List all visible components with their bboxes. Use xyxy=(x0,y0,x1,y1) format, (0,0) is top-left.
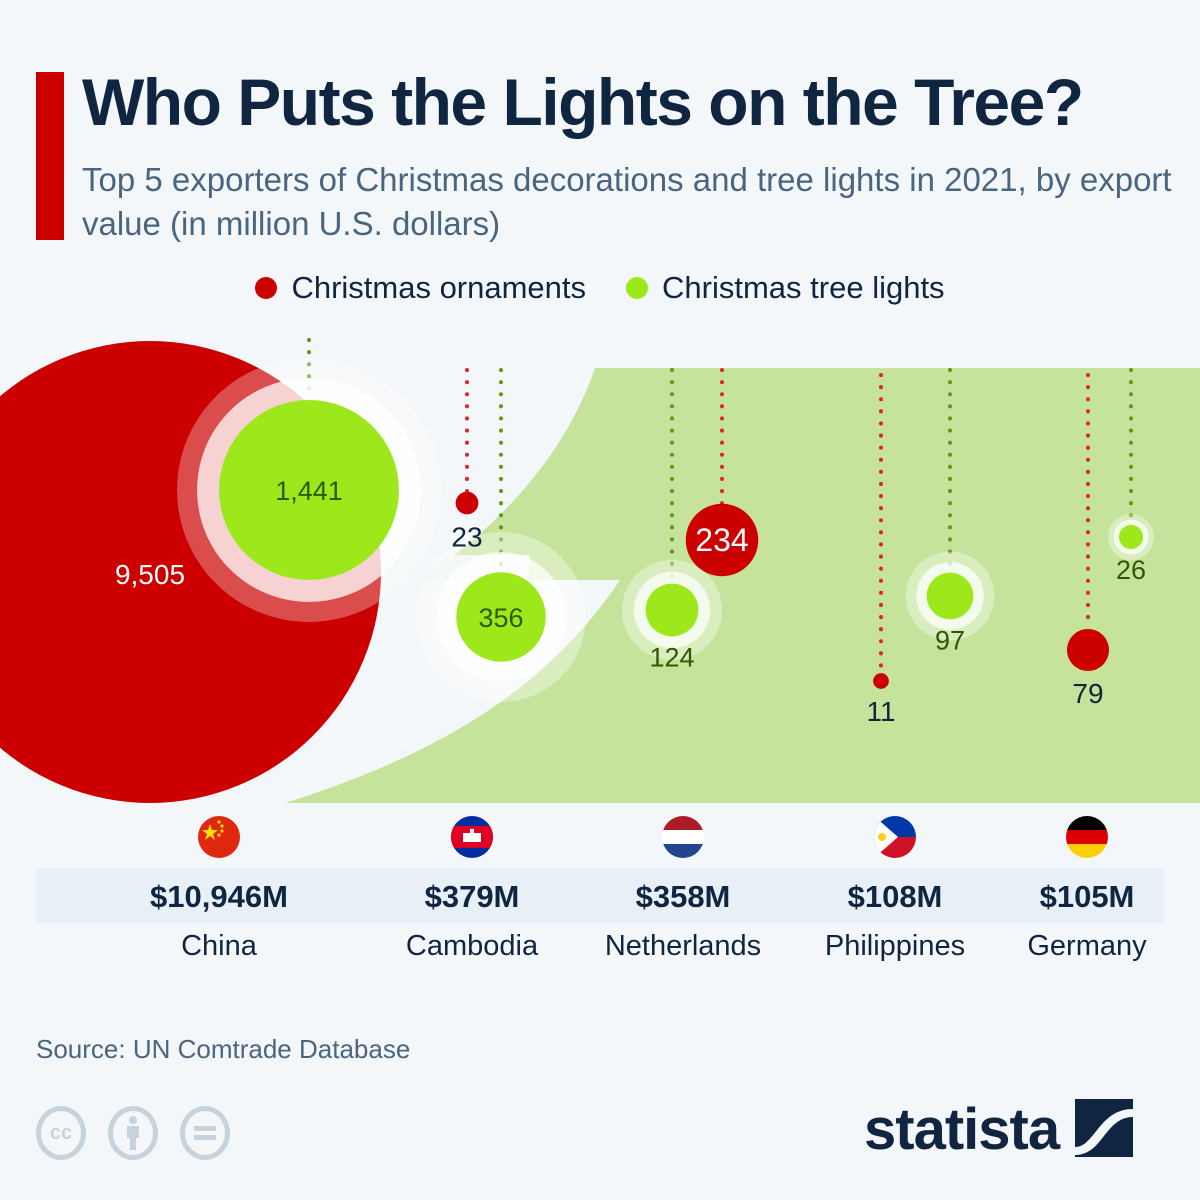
legend: Christmas ornaments Christmas tree light… xyxy=(0,270,1200,306)
data-label-lights-germany: 26 xyxy=(1116,555,1146,585)
source-link[interactable]: Source: UN Comtrade Database xyxy=(36,1034,411,1064)
legend-item-ornaments[interactable]: Christmas ornaments xyxy=(255,270,586,306)
country-total: $105M xyxy=(1039,879,1135,914)
statista-logo-icon xyxy=(1075,1099,1134,1161)
data-label-lights-philippines: 97 xyxy=(935,625,965,655)
country-column-germany: $105M Germany xyxy=(977,816,1197,966)
philippines-flag-icon xyxy=(874,816,916,858)
bubbles: 9,505 1,441 23 356 234 124 11 97 79 26 xyxy=(0,341,1154,803)
chart-title: Who Puts the Lights on the Tree? xyxy=(82,65,1084,139)
no-derivatives-icon[interactable] xyxy=(180,1106,230,1160)
bubble-ornaments-netherlands[interactable] xyxy=(685,503,759,577)
logo-text: statista xyxy=(864,1097,1060,1162)
country-name: Philippines xyxy=(824,930,966,962)
green-background xyxy=(285,368,1200,803)
country-total: $358M xyxy=(635,879,731,914)
legend-item-lights[interactable]: Christmas tree lights xyxy=(626,270,945,306)
accent-bar xyxy=(36,72,64,240)
legend-swatch-lights xyxy=(626,277,649,299)
bubble-lights-china[interactable] xyxy=(219,400,399,580)
country-column-philippines: $108M Philippines xyxy=(785,816,1005,966)
china-flag-icon xyxy=(198,816,240,858)
totals-band xyxy=(36,868,1164,923)
country-name: Cambodia xyxy=(405,930,539,962)
bubble-lights-philippines[interactable] xyxy=(926,572,974,620)
legend-label: Christmas ornaments xyxy=(291,270,587,305)
country-name: Netherlands xyxy=(604,930,762,962)
country-column-netherlands: $358M Netherlands xyxy=(573,816,793,966)
netherlands-flag-icon xyxy=(662,816,704,858)
country-column-china: $10,946M China xyxy=(109,816,329,966)
data-label-ornaments-germany: 79 xyxy=(1072,678,1103,709)
bubble-lights-germany[interactable] xyxy=(1118,524,1144,550)
data-label-ornaments-netherlands: 234 xyxy=(695,522,748,558)
data-label-ornaments-cambodia: 23 xyxy=(451,521,482,552)
germany-flag-icon xyxy=(1066,816,1108,858)
country-column-cambodia: $379M Cambodia xyxy=(362,816,582,966)
data-label-lights-china: 1,441 xyxy=(275,476,343,506)
data-label-lights-netherlands: 124 xyxy=(649,642,694,672)
data-label-ornaments-philippines: 11 xyxy=(866,696,895,727)
bubble-lights-cambodia[interactable] xyxy=(456,572,546,662)
bubble-lights-netherlands[interactable] xyxy=(645,583,699,637)
statista-logo[interactable]: statista xyxy=(864,1097,1134,1162)
country-total: $379M xyxy=(424,879,520,914)
country-name: Germany xyxy=(1027,930,1147,962)
data-label-lights-cambodia: 356 xyxy=(478,603,523,633)
attribution-icon[interactable] xyxy=(108,1106,158,1160)
country-total: $108M xyxy=(847,879,943,914)
bubble-ornaments-philippines[interactable] xyxy=(873,673,889,689)
bubble-ornaments-germany[interactable] xyxy=(1066,628,1110,672)
chart-subtitle: Top 5 exporters of Christmas decorations… xyxy=(82,161,1172,242)
country-name: China xyxy=(181,930,257,962)
data-label-ornaments-china: 9,505 xyxy=(115,559,185,590)
legend-swatch-ornaments xyxy=(255,277,278,299)
cambodia-flag-icon xyxy=(451,816,493,858)
bubble-ornaments-cambodia[interactable] xyxy=(455,491,479,515)
legend-label: Christmas tree lights xyxy=(662,270,945,305)
country-total: $10,946M xyxy=(150,879,288,914)
creative-commons-icon[interactable]: cc xyxy=(36,1106,86,1160)
